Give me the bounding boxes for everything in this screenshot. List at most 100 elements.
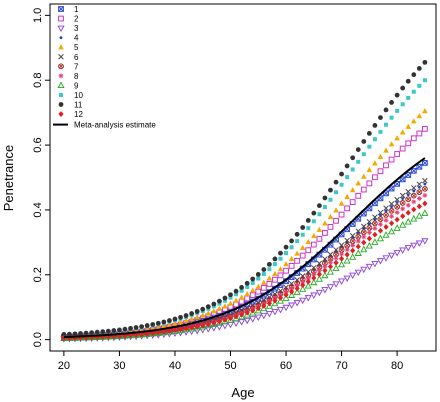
data-point (77, 334, 84, 341)
data-point (366, 218, 373, 225)
data-point (83, 330, 89, 336)
data-point (327, 263, 334, 270)
data-point (405, 78, 411, 84)
data-point (394, 216, 400, 223)
data-point (372, 214, 378, 220)
data-point (305, 247, 312, 254)
data-point (339, 182, 344, 187)
data-point (322, 267, 328, 274)
y-tick-label: 0.2 (32, 267, 44, 282)
data-point (188, 316, 195, 322)
data-point (322, 220, 328, 226)
data-point (294, 285, 300, 292)
data-point (155, 320, 161, 326)
data-point (382, 255, 390, 262)
y-tick-label: 0.8 (32, 73, 44, 88)
data-point (183, 313, 189, 318)
data-point (222, 298, 227, 303)
data-point (349, 199, 356, 205)
data-point (311, 219, 316, 224)
data-point (293, 288, 301, 295)
data-point (238, 294, 245, 300)
data-point (222, 303, 228, 309)
data-point (294, 231, 300, 237)
data-point (390, 205, 393, 209)
data-point (266, 261, 272, 267)
data-point (249, 292, 256, 299)
data-point (422, 192, 428, 198)
data-point (305, 278, 311, 285)
data-point (333, 179, 339, 185)
data-point (265, 310, 273, 318)
series-9 (60, 209, 429, 342)
legend-marker (58, 73, 64, 79)
data-point (289, 245, 294, 250)
data-point (261, 272, 266, 277)
data-point (345, 175, 350, 180)
data-point (277, 272, 284, 279)
data-point (372, 231, 378, 238)
data-point (133, 325, 139, 330)
data-point (233, 297, 239, 303)
data-point (293, 300, 301, 307)
legend-item: 9 (57, 81, 79, 90)
data-point (233, 313, 239, 320)
data-point (415, 240, 423, 247)
legend-marker (58, 6, 64, 12)
data-point (355, 180, 362, 186)
data-point (423, 182, 427, 186)
data-point (304, 295, 312, 302)
legend-item: 10 (59, 91, 83, 100)
data-point (338, 255, 345, 262)
data-point (271, 299, 279, 307)
data-point (322, 205, 327, 210)
data-point (354, 249, 362, 256)
series-12 (61, 200, 428, 341)
legend-item: 7 (58, 62, 79, 71)
data-point (321, 271, 329, 279)
data-point (412, 189, 416, 193)
data-point (283, 291, 289, 298)
data-point (327, 224, 334, 230)
data-point (311, 210, 317, 216)
data-point (365, 241, 373, 249)
x-tick-label: 60 (280, 360, 292, 372)
data-point (361, 223, 367, 230)
x-axis-label: Age (231, 385, 254, 400)
data-point (194, 309, 200, 314)
data-point (405, 196, 412, 203)
data-point (304, 281, 312, 289)
data-point (383, 107, 389, 113)
data-point (183, 325, 189, 332)
data-point (405, 188, 411, 195)
data-point (417, 83, 422, 88)
data-point (422, 78, 427, 83)
legend-label: 2 (74, 15, 79, 24)
data-point (376, 234, 385, 242)
x-tick-label: 50 (224, 360, 236, 372)
data-point (211, 301, 217, 307)
data-point (243, 310, 251, 318)
data-point (384, 209, 388, 213)
data-point (255, 305, 261, 312)
data-point (405, 209, 411, 216)
data-point (217, 301, 222, 306)
data-point (89, 330, 95, 336)
data-point (322, 195, 328, 201)
data-point (332, 281, 340, 288)
data-point (72, 331, 78, 337)
data-point (333, 259, 339, 266)
data-point (300, 225, 306, 230)
data-point (200, 322, 206, 329)
data-point (311, 275, 317, 281)
data-point (400, 102, 405, 107)
legend-item: 1 (58, 5, 79, 14)
data-point (378, 129, 383, 134)
data-point (410, 118, 417, 124)
data-point (233, 301, 239, 308)
data-point (383, 162, 389, 169)
data-point (322, 230, 328, 236)
data-point (265, 302, 273, 309)
data-point (294, 250, 300, 256)
data-point (371, 238, 379, 245)
